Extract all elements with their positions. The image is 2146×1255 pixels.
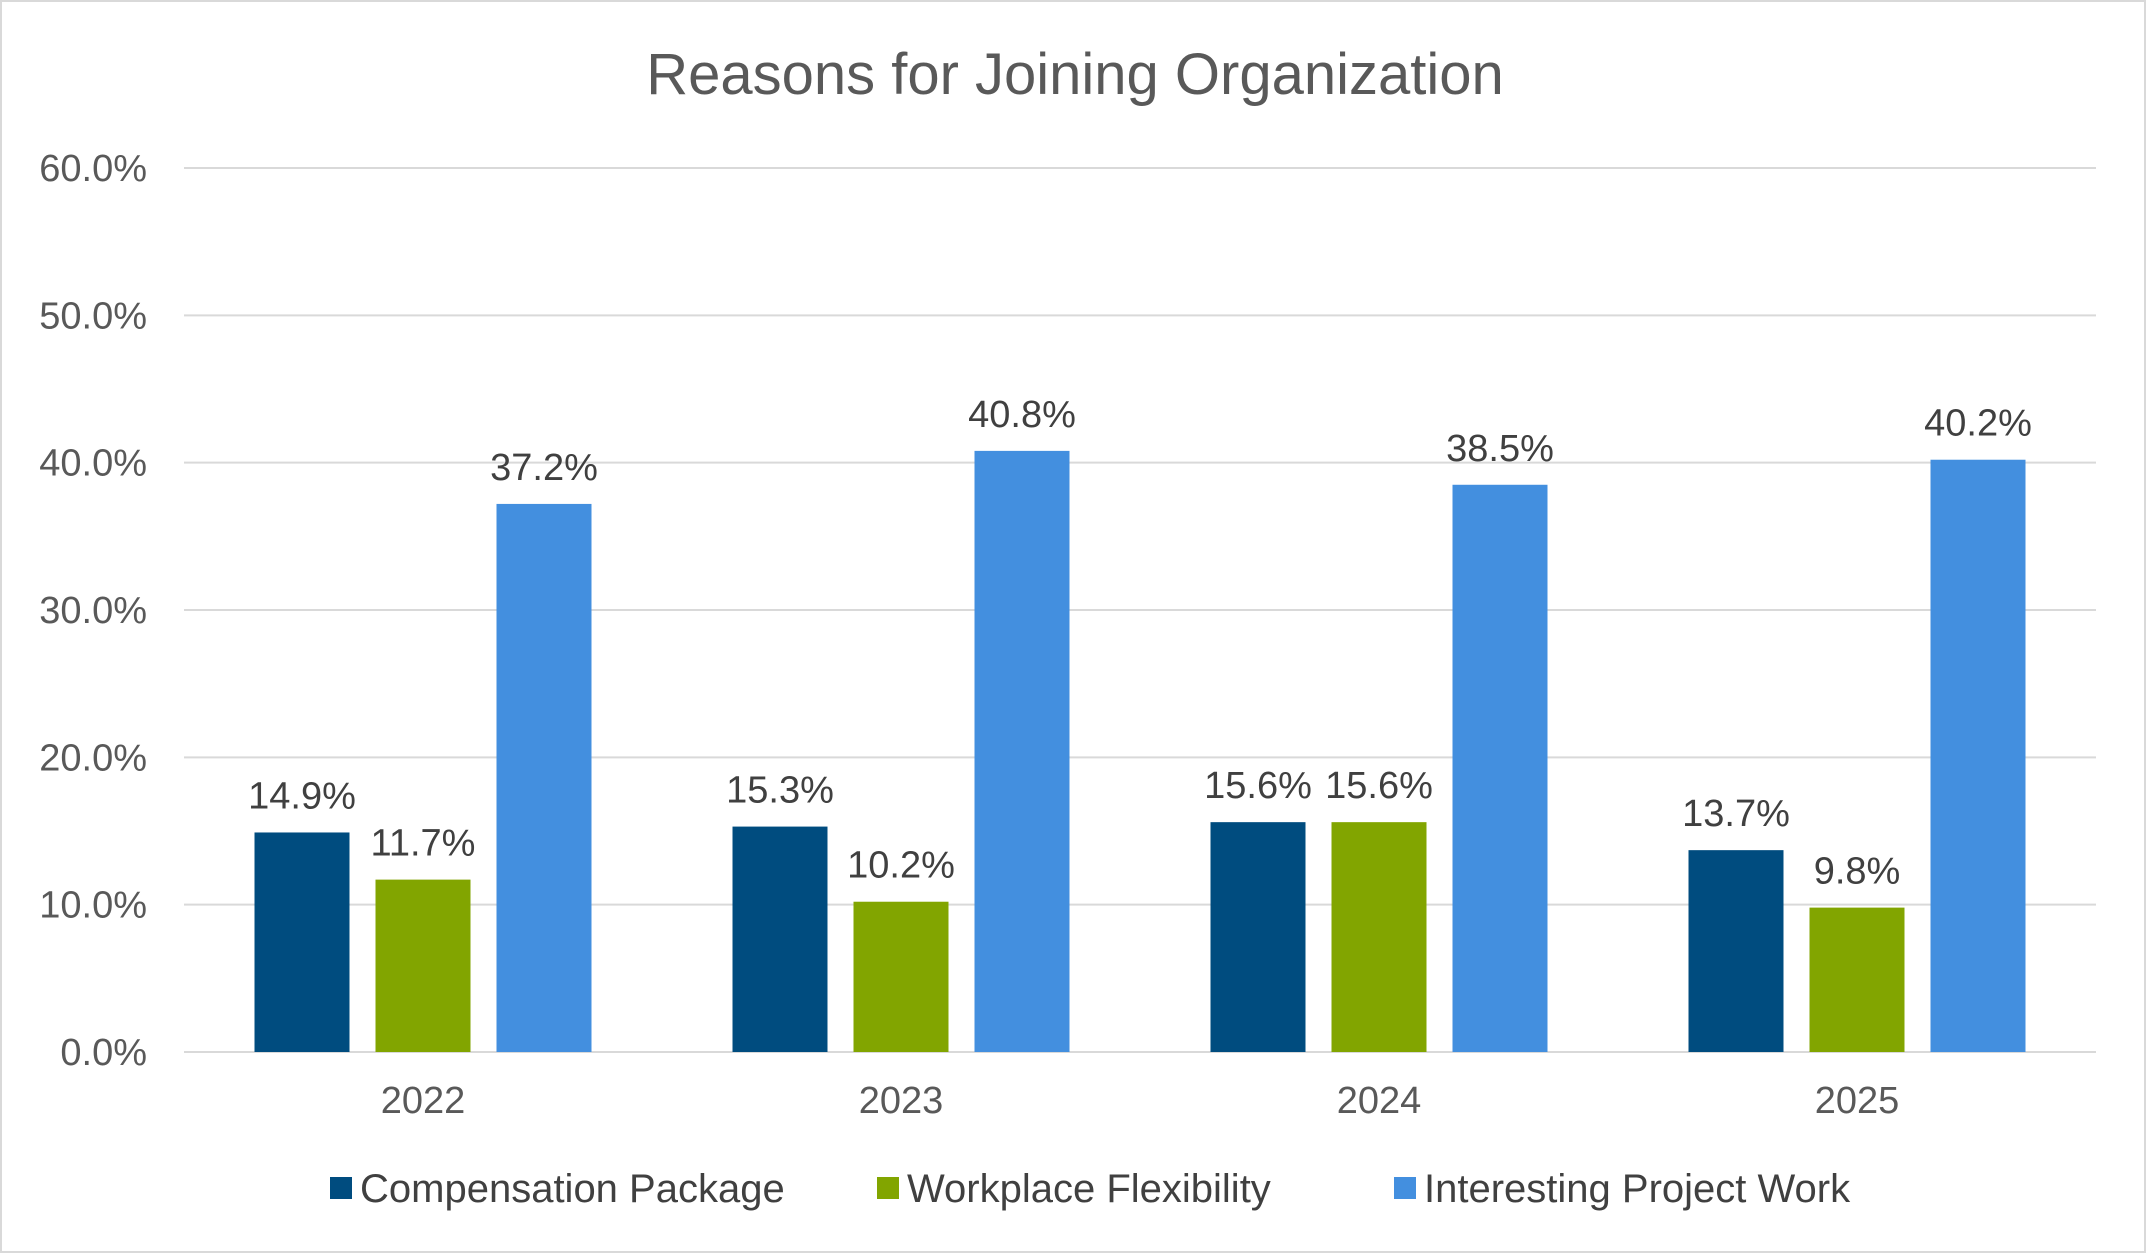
- data-label: 15.3%: [726, 770, 834, 812]
- bar-workplace-flexibility-2023: [853, 901, 949, 1052]
- data-label: 14.9%: [248, 775, 356, 817]
- data-label: 40.2%: [1924, 403, 2032, 445]
- bar-interesting-project-work-2025: [1930, 459, 2026, 1053]
- chart-title: Reasons for Joining Organization: [646, 42, 1504, 107]
- legend-label: Compensation Package: [360, 1167, 785, 1211]
- data-label: 11.7%: [371, 823, 476, 865]
- y-tick-label: 20.0%: [39, 737, 147, 779]
- legend-item-compensation-package: Compensation Package: [330, 1167, 785, 1211]
- bars: [254, 450, 2026, 1053]
- bar-compensation-package-2025: [1688, 850, 1784, 1052]
- legend-swatch: [330, 1177, 352, 1199]
- legend-label: Interesting Project Work: [1424, 1167, 1851, 1211]
- bar-compensation-package-2024: [1210, 822, 1306, 1052]
- bar-workplace-flexibility-2025: [1809, 907, 1905, 1052]
- legend-item-workplace-flexibility: Workplace Flexibility: [877, 1167, 1271, 1211]
- x-tick-label: 2025: [1815, 1080, 1900, 1122]
- legend-swatch: [1394, 1177, 1416, 1199]
- legend-swatch: [877, 1177, 899, 1199]
- y-tick-label: 60.0%: [39, 148, 147, 190]
- x-tick-label: 2024: [1337, 1080, 1422, 1122]
- bar-workplace-flexibility-2024: [1331, 822, 1427, 1052]
- data-label: 9.8%: [1814, 851, 1901, 893]
- data-label: 15.6%: [1325, 765, 1433, 807]
- bar-interesting-project-work-2024: [1452, 484, 1548, 1052]
- bar-interesting-project-work-2023: [974, 450, 1070, 1052]
- data-label: 13.7%: [1682, 793, 1790, 835]
- data-label: 10.2%: [847, 845, 955, 887]
- x-tick-label: 2023: [859, 1080, 944, 1122]
- y-tick-label: 40.0%: [39, 443, 147, 485]
- legend-item-interesting-project-work: Interesting Project Work: [1394, 1167, 1851, 1211]
- data-label: 40.8%: [968, 394, 1076, 436]
- y-tick-label: 50.0%: [39, 295, 147, 337]
- bar-compensation-package-2022: [254, 832, 350, 1052]
- data-label: 15.6%: [1204, 765, 1312, 807]
- gridlines: [184, 167, 2096, 1053]
- y-tick-label: 10.0%: [39, 885, 147, 927]
- x-tick-label: 2022: [381, 1080, 466, 1122]
- legend-label: Workplace Flexibility: [907, 1167, 1271, 1211]
- bar-compensation-package-2023: [732, 826, 828, 1052]
- x-axis-tick-labels: 2022 2023 2024 2025: [381, 1080, 1900, 1122]
- data-labels: 14.9% 11.7% 37.2% 15.3% 10.2% 40.8% 15.6% 15.6%…: [248, 394, 2032, 893]
- bar-interesting-project-work-2022: [496, 503, 592, 1052]
- legend: Compensation Package Workplace Flexibilit…: [330, 1167, 1851, 1211]
- y-axis-tick-labels: 0.0% 10.0% 20.0% 30.0% 40.0% 50.0% 60.0%: [39, 148, 147, 1074]
- y-tick-label: 0.0%: [60, 1032, 147, 1074]
- bar-workplace-flexibility-2022: [375, 879, 471, 1052]
- data-label: 37.2%: [490, 447, 598, 489]
- y-tick-label: 30.0%: [39, 590, 147, 632]
- data-label: 38.5%: [1446, 428, 1554, 470]
